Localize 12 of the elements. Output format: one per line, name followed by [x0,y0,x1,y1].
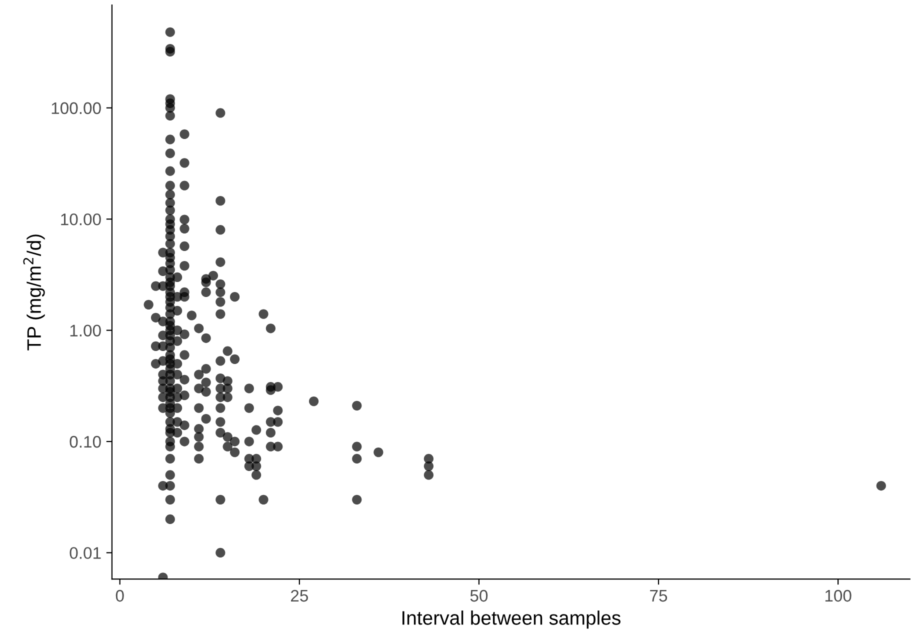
x-tick-label: 0 [116,590,124,602]
y-tick-label: 0.10 [70,436,101,448]
x-tick-label: 75 [650,590,668,602]
x-tick-label: 25 [290,590,308,602]
y-axis-title: TP (mg/m$^{2}$/d) [23,234,45,350]
y-tick-label: 10.00 [61,213,101,226]
x-tick-label: 50 [470,590,488,602]
x-axis-title: Interval between samples [402,610,620,629]
y-tick-label: 1.00 [70,324,101,337]
y-tick-label: 0.01 [70,547,101,559]
x-tick-label: 100 [825,590,852,602]
y-tick-label: 100.00 [52,102,101,114]
